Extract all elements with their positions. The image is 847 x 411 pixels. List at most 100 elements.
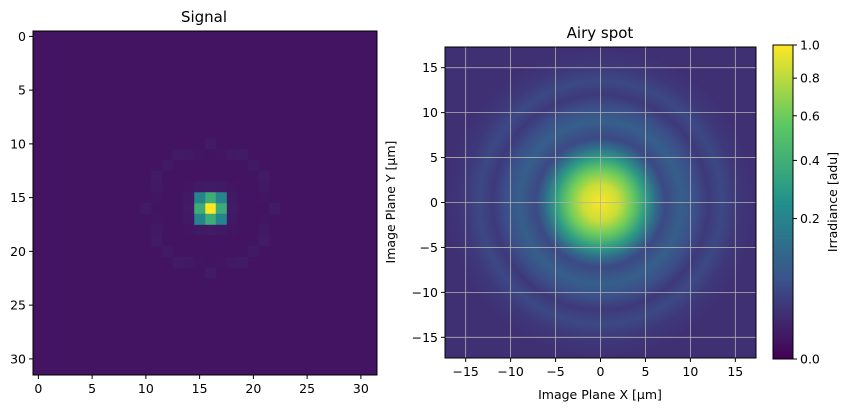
signal-pixel [258, 213, 270, 225]
signal-pixel [151, 181, 163, 193]
signal-pixel [258, 192, 270, 204]
signal-y-tick-label: 30 [10, 351, 26, 366]
colorbar-tick-label: 1.0 [800, 38, 820, 53]
signal-pixel [248, 246, 260, 258]
signal-pixel [172, 224, 184, 236]
signal-pixel [205, 203, 217, 215]
signal-image [33, 31, 377, 375]
signal-pixel [205, 181, 217, 193]
signal-pixel [162, 224, 174, 236]
signal-pixel [226, 224, 238, 236]
signal-x-tick-label: 10 [138, 381, 154, 396]
signal-pixel [194, 192, 206, 204]
signal-pixel [194, 256, 206, 268]
signal-pixel [172, 170, 184, 182]
airy-y-tick-label: 15 [422, 60, 438, 75]
signal-pixel [248, 203, 260, 215]
signal-pixel [226, 246, 238, 258]
signal-pixel [205, 138, 217, 150]
signal-pixel [248, 235, 260, 247]
signal-pixel [172, 256, 184, 268]
airy-y-tick-label: 10 [422, 105, 438, 120]
signal-pixel [183, 213, 195, 225]
signal-pixel [183, 192, 195, 204]
signal-pixel [215, 235, 227, 247]
signal-pixel [183, 160, 195, 172]
signal-pixel [205, 224, 217, 236]
signal-pixel [226, 160, 238, 172]
signal-x-tick-label: 30 [353, 381, 369, 396]
colorbar-label: Irradiance [adu] [825, 152, 840, 252]
signal-x-ticks: 0 5 10 15 20 25 30 [34, 375, 369, 396]
signal-pixel [162, 213, 174, 225]
colorbar-tick-label: 0.4 [800, 153, 820, 168]
airy-y-tick-label: 5 [430, 150, 438, 165]
signal-pixel [183, 181, 195, 193]
signal-pixel [248, 181, 260, 193]
signal-pixel [194, 235, 206, 247]
colorbar-gradient [772, 44, 794, 360]
airy-y-ticks: 15 10 5 0 −5 −10 −15 [412, 60, 445, 345]
signal-pixel [151, 213, 163, 225]
signal-pixel [258, 203, 270, 215]
airy-x-tick-label: 0 [597, 364, 605, 379]
signal-pixel [248, 160, 260, 172]
colorbar-tick-label: 0.2 [800, 211, 820, 226]
signal-pixel [215, 213, 227, 225]
signal-pixel [162, 181, 174, 193]
signal-pixel [194, 213, 206, 225]
signal-pixel [226, 181, 238, 193]
signal-y-tick-label: 20 [10, 244, 26, 259]
signal-pixel [194, 224, 206, 236]
signal-pixel [215, 256, 227, 268]
signal-pixel [258, 181, 270, 193]
signal-pixel [162, 235, 174, 247]
signal-pixel [172, 203, 184, 215]
signal-x-tick-label: 20 [245, 381, 261, 396]
signal-pixel [205, 160, 217, 172]
signal-pixel [162, 246, 174, 258]
signal-pixel [215, 149, 227, 161]
airy-x-tick-label: −10 [497, 364, 523, 379]
airy-panel: Airy spot −15 −10 −5 0 5 10 15 151050−5−10−15 … [383, 24, 757, 402]
signal-y-ticks: 0 5 10 15 20 25 30 [10, 29, 33, 366]
signal-y-tick-label: 15 [10, 190, 26, 205]
signal-y-tick-label: 5 [18, 83, 26, 98]
signal-pixel [237, 203, 249, 215]
airy-x-tick-label: −5 [546, 364, 564, 379]
signal-pixel [269, 203, 281, 215]
colorbar-tick-label: 0.8 [800, 71, 820, 86]
signal-pixel [194, 160, 206, 172]
signal-pixel [237, 213, 249, 225]
signal-pixel [248, 224, 260, 236]
signal-pixel [172, 213, 184, 225]
signal-x-tick-label: 0 [34, 381, 42, 396]
signal-pixel [226, 149, 238, 161]
signal-pixel [183, 224, 195, 236]
signal-pixel [237, 181, 249, 193]
signal-pixel [226, 170, 238, 182]
airy-x-ticks: −15 −10 −5 0 5 10 15 [452, 358, 743, 379]
signal-pixel [258, 235, 270, 247]
signal-pixel [237, 160, 249, 172]
signal-pixel [151, 235, 163, 247]
signal-pixel [162, 192, 174, 204]
signal-pixel [172, 246, 184, 258]
signal-pixel [215, 192, 227, 204]
signal-pixel [194, 149, 206, 161]
signal-pixel [237, 192, 249, 204]
signal-pixel [151, 224, 163, 236]
airy-title: Airy spot [567, 24, 634, 42]
colorbar: 0.0 0.2 0.4 0.6 0.8 1.0 Irradiance [adu] [772, 38, 840, 367]
signal-pixel [194, 181, 206, 193]
signal-pixel [215, 170, 227, 182]
signal-pixel [172, 149, 184, 161]
airy-y-tick-label: 0 [430, 195, 438, 210]
signal-pixel [258, 224, 270, 236]
airy-y-tick-label: −5 [420, 240, 438, 255]
signal-pixel [226, 213, 238, 225]
signal-pixel [226, 256, 238, 268]
signal-pixel [215, 160, 227, 172]
signal-pixel [237, 224, 249, 236]
signal-pixel [215, 224, 227, 236]
